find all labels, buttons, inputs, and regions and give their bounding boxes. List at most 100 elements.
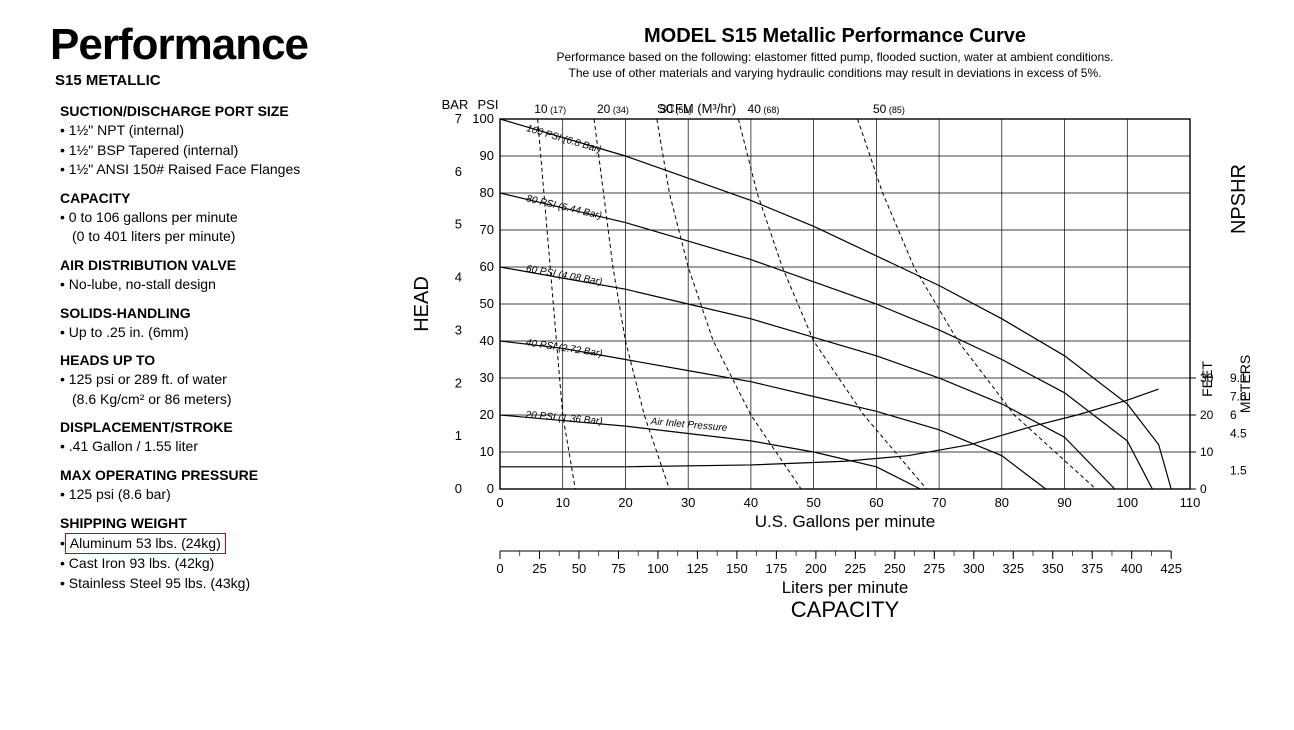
svg-text:PSI: PSI xyxy=(478,97,499,112)
svg-text:30: 30 xyxy=(681,495,695,510)
svg-text:5: 5 xyxy=(455,217,462,232)
svg-text:0: 0 xyxy=(487,481,494,496)
svg-text:30: 30 xyxy=(1200,371,1214,385)
page-title: Performance xyxy=(50,20,395,70)
spec-item: 1½" BSP Tapered (internal) xyxy=(60,141,395,161)
svg-text:6: 6 xyxy=(455,164,462,179)
svg-text:425: 425 xyxy=(1160,561,1182,576)
svg-text:225: 225 xyxy=(844,561,866,576)
svg-text:60: 60 xyxy=(869,495,883,510)
svg-text:30 (51): 30 (51) xyxy=(660,102,692,116)
svg-text:20 PSI (1.36 Bar): 20 PSI (1.36 Bar) xyxy=(524,410,603,428)
svg-text:20: 20 xyxy=(618,495,632,510)
svg-text:10 (17): 10 (17) xyxy=(534,102,566,116)
spec-header: DISPLACEMENT/STROKE xyxy=(60,419,395,435)
spec-item: 125 psi or 289 ft. of water xyxy=(60,370,395,390)
svg-text:4.5: 4.5 xyxy=(1230,427,1247,441)
spec-item: No-lube, no-stall design xyxy=(60,275,395,295)
svg-text:7.6: 7.6 xyxy=(1230,390,1247,404)
chart-panel: MODEL S15 Metallic Performance Curve Per… xyxy=(395,20,1265,649)
svg-text:7: 7 xyxy=(455,111,462,126)
svg-text:80 PSI (5.44 Bar): 80 PSI (5.44 Bar) xyxy=(525,194,603,222)
svg-text:100: 100 xyxy=(472,111,494,126)
spec-item: 1½" NPT (internal) xyxy=(60,121,395,141)
svg-text:200: 200 xyxy=(805,561,827,576)
svg-text:100: 100 xyxy=(1116,495,1138,510)
svg-text:175: 175 xyxy=(766,561,788,576)
svg-text:10: 10 xyxy=(1200,445,1214,459)
svg-text:6: 6 xyxy=(1230,408,1237,422)
svg-text:2: 2 xyxy=(455,375,462,390)
chart-subtitle: Performance based on the following: elas… xyxy=(485,50,1185,81)
spec-header: SHIPPING WEIGHT xyxy=(60,515,395,531)
svg-text:70: 70 xyxy=(480,222,494,237)
spec-header: SUCTION/DISCHARGE PORT SIZE xyxy=(60,103,395,119)
spec-header: HEADS UP TO xyxy=(60,352,395,368)
performance-chart: 0102030405060708090100110U.S. Gallons pe… xyxy=(405,89,1265,649)
svg-text:0: 0 xyxy=(496,495,503,510)
spec-item-indent: (0 to 401 liters per minute) xyxy=(60,227,395,247)
svg-text:Air Inlet Pressure: Air Inlet Pressure xyxy=(649,416,728,434)
spec-item: 1½" ANSI 150# Raised Face Flanges xyxy=(60,160,395,180)
svg-text:9.1: 9.1 xyxy=(1230,371,1247,385)
highlighted-spec: Aluminum 53 lbs. (24kg) xyxy=(65,533,226,555)
spec-item-indent: (8.6 Kg/cm² or 86 meters) xyxy=(60,390,395,410)
spec-header: SOLIDS-HANDLING xyxy=(60,305,395,321)
svg-text:125: 125 xyxy=(687,561,709,576)
svg-text:100: 100 xyxy=(647,561,669,576)
svg-text:75: 75 xyxy=(611,561,625,576)
svg-text:Liters per minute: Liters per minute xyxy=(782,578,909,597)
svg-text:0: 0 xyxy=(496,561,503,576)
spec-section: SUCTION/DISCHARGE PORT SIZE 1½" NPT (inte… xyxy=(55,103,395,180)
spec-section: SHIPPING WEIGHT Aluminum 53 lbs. (24kg)Ca… xyxy=(55,515,395,594)
svg-text:150: 150 xyxy=(726,561,748,576)
svg-text:325: 325 xyxy=(1002,561,1024,576)
spec-item: 125 psi (8.6 bar) xyxy=(60,485,395,505)
svg-text:30: 30 xyxy=(480,370,494,385)
svg-text:400: 400 xyxy=(1121,561,1143,576)
svg-text:BAR: BAR xyxy=(442,97,469,112)
spec-section: CAPACITY0 to 106 gallons per minute(0 to… xyxy=(55,190,395,247)
svg-text:NPSHR: NPSHR xyxy=(1228,164,1250,234)
svg-text:25: 25 xyxy=(532,561,546,576)
spec-section: AIR DISTRIBUTION VALVE No-lube, no-stall … xyxy=(55,257,395,295)
svg-text:50: 50 xyxy=(480,296,494,311)
svg-text:4: 4 xyxy=(455,270,462,285)
svg-text:3: 3 xyxy=(455,323,462,338)
spec-section: SOLIDS-HANDLING Up to .25 in. (6mm) xyxy=(55,305,395,343)
svg-text:100 PSI (6.8 Bar): 100 PSI (6.8 Bar) xyxy=(525,123,602,155)
spec-item: Aluminum 53 lbs. (24kg) xyxy=(60,533,395,555)
spec-header: MAX OPERATING PRESSURE xyxy=(60,467,395,483)
chart-title: MODEL S15 Metallic Performance Curve xyxy=(405,25,1265,48)
svg-text:40: 40 xyxy=(744,495,758,510)
svg-text:250: 250 xyxy=(884,561,906,576)
spec-item: 0 to 106 gallons per minute xyxy=(60,208,395,228)
svg-text:375: 375 xyxy=(1081,561,1103,576)
svg-text:300: 300 xyxy=(963,561,985,576)
spec-header: AIR DISTRIBUTION VALVE xyxy=(60,257,395,273)
page-subtitle: S15 METALLIC xyxy=(55,72,395,89)
svg-text:1: 1 xyxy=(455,428,462,443)
spec-section: HEADS UP TO 125 psi or 289 ft. of water(8… xyxy=(55,352,395,409)
svg-text:50: 50 xyxy=(806,495,820,510)
spec-item: Stainless Steel 95 lbs. (43kg) xyxy=(60,574,395,594)
svg-text:CAPACITY: CAPACITY xyxy=(791,597,900,622)
svg-text:40: 40 xyxy=(480,333,494,348)
svg-text:20: 20 xyxy=(480,407,494,422)
svg-text:60: 60 xyxy=(480,259,494,274)
svg-text:50: 50 xyxy=(572,561,586,576)
spec-item: Up to .25 in. (6mm) xyxy=(60,323,395,343)
svg-text:0: 0 xyxy=(455,481,462,496)
svg-text:70: 70 xyxy=(932,495,946,510)
spec-item: Cast Iron 93 lbs. (42kg) xyxy=(60,554,395,574)
svg-text:50 (85): 50 (85) xyxy=(873,102,905,116)
svg-text:90: 90 xyxy=(480,148,494,163)
svg-text:HEAD: HEAD xyxy=(411,276,433,332)
svg-text:1.5: 1.5 xyxy=(1230,464,1247,478)
spec-item: .41 Gallon / 1.55 liter xyxy=(60,437,395,457)
svg-text:350: 350 xyxy=(1042,561,1064,576)
svg-text:90: 90 xyxy=(1057,495,1071,510)
svg-text:40 (68): 40 (68) xyxy=(748,102,780,116)
svg-text:10: 10 xyxy=(480,444,494,459)
svg-text:20 (34): 20 (34) xyxy=(597,102,629,116)
